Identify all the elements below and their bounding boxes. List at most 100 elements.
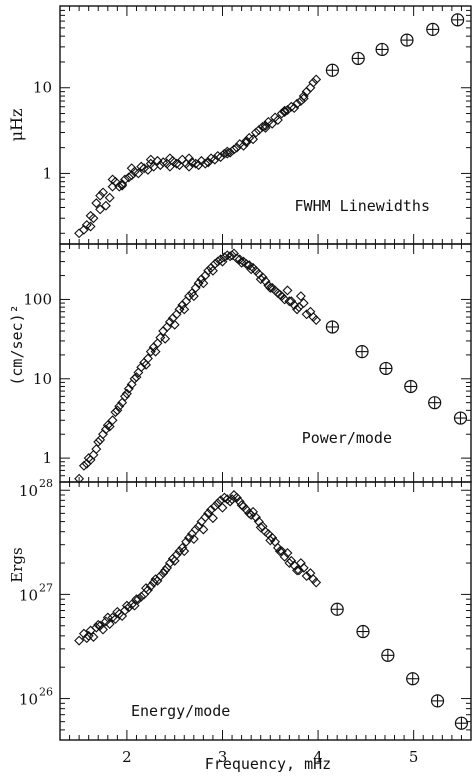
diamond-point: [222, 148, 233, 159]
diamond-point: [91, 198, 102, 209]
diamond-point: [279, 294, 290, 305]
diamond-point: [212, 498, 223, 509]
linewidth-panel: 1 10 μHz FWHM Linewidths: [7, 5, 472, 245]
diamond-point: [225, 147, 236, 158]
diamond-point: [311, 74, 322, 85]
circle-plus-point: [430, 694, 445, 708]
y-tick-label: 10: [19, 586, 38, 604]
diamond-point: [98, 624, 108, 635]
diamond-point: [236, 257, 247, 268]
diamond-point: [282, 285, 293, 296]
diamond-point: [169, 555, 180, 566]
circle-plus-point: [451, 13, 465, 27]
diamond-point: [217, 256, 228, 267]
circle-plus-point: [404, 379, 418, 394]
diamond-point: [145, 154, 156, 165]
diamond-point: [83, 453, 94, 464]
diamond-point: [209, 501, 220, 512]
diamond-point: [184, 291, 195, 302]
diamond-point: [293, 302, 304, 313]
diamond-point: [102, 420, 113, 431]
diamond-point: [177, 542, 188, 553]
diamond-point: [257, 121, 268, 132]
diamond-point: [145, 581, 156, 592]
diamond-point: [74, 635, 85, 646]
diamond-point: [219, 492, 230, 503]
circle-plus-point: [330, 602, 344, 616]
panel-annotation: Energy/mode: [131, 702, 230, 720]
diamond-point: [250, 265, 261, 276]
diamond-point: [188, 534, 199, 545]
diamond-point: [123, 383, 134, 394]
diamond-point: [198, 524, 209, 535]
diamond-point: [78, 628, 89, 639]
diamond-point: [100, 200, 111, 211]
diamond-point: [217, 502, 228, 513]
circle-plus-point: [454, 716, 469, 730]
diamond-point: [276, 108, 287, 119]
diamond-point: [265, 282, 276, 293]
diamond-point: [219, 148, 230, 159]
diamond-point: [78, 460, 89, 471]
diamond-point: [255, 274, 266, 285]
diamond-point: [246, 509, 257, 520]
circle-plus-point: [406, 672, 420, 686]
circle-plus-point: [453, 411, 468, 425]
y-tick-label: 10: [19, 482, 38, 500]
diamond-point: [85, 221, 96, 232]
diamond-point: [88, 449, 99, 460]
diamond-point: [131, 594, 142, 605]
diamond-point: [123, 172, 134, 183]
diamond-point: [203, 508, 214, 519]
diamond-point: [184, 161, 195, 172]
diamond-point: [225, 251, 236, 262]
diamond-point: [241, 258, 252, 269]
x-ticks: 2 3 4 5: [69, 482, 462, 766]
diamond-point: [284, 296, 295, 307]
y-tick-exponent: 27: [39, 581, 53, 594]
diamond-point: [196, 274, 207, 285]
y-ticks: 1 10 100: [23, 243, 471, 483]
circle-plus-point: [375, 42, 389, 57]
diamond-point: [228, 144, 239, 155]
diamond-point: [227, 494, 238, 505]
diamond-point: [282, 547, 293, 558]
diamond-point: [184, 153, 195, 164]
diamond-point: [219, 252, 230, 263]
diamond-point: [260, 120, 271, 131]
diamond-point: [95, 620, 106, 631]
y-tick-exponent: 26: [39, 686, 53, 699]
diamond-point: [133, 594, 144, 605]
diamond-point: [244, 260, 255, 271]
diamond-point: [255, 522, 266, 533]
diamond-point: [167, 155, 178, 166]
diamond-point: [112, 606, 123, 617]
diamond-point: [171, 158, 182, 169]
diamond-point: [308, 77, 319, 88]
y-axis-label: μHz: [7, 109, 26, 142]
y-ticks: 1 10: [33, 5, 471, 234]
diamond-point: [129, 373, 140, 384]
x-ticks: [69, 6, 462, 244]
diamond-point: [129, 600, 140, 611]
diamond-point: [150, 574, 161, 585]
diamond-point: [203, 157, 214, 168]
diamond-point: [91, 444, 102, 455]
diamond-point: [93, 436, 104, 447]
diamond-point: [107, 612, 118, 623]
diamond-point: [207, 265, 218, 276]
diamond-point: [110, 407, 121, 418]
diamond-point: [88, 213, 99, 224]
diamond-point: [160, 565, 171, 576]
diamond-point: [295, 291, 306, 302]
diamond-point: [279, 105, 290, 116]
diamond-point: [126, 163, 137, 174]
diamond-point: [148, 577, 159, 588]
diamond-point: [155, 571, 166, 582]
diamond-point: [274, 546, 285, 557]
y-axis-label: (cm/sec)²: [8, 304, 26, 385]
circle-plus-point: [428, 396, 442, 410]
data-points: [74, 13, 465, 239]
diamond-point: [311, 315, 322, 326]
